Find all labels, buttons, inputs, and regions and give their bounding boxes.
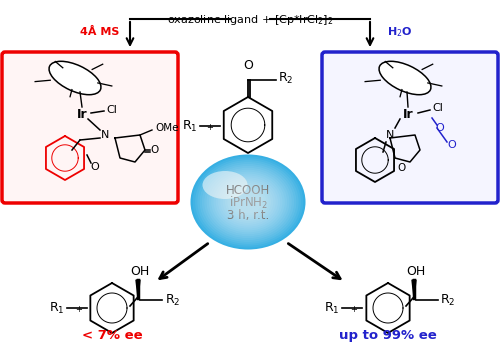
Text: Cl: Cl <box>432 103 444 113</box>
Text: O: O <box>436 123 444 133</box>
Ellipse shape <box>209 170 287 234</box>
Ellipse shape <box>195 158 301 246</box>
Text: O: O <box>398 163 406 173</box>
Ellipse shape <box>206 168 290 236</box>
Text: O: O <box>243 59 253 72</box>
Ellipse shape <box>202 171 248 199</box>
Text: OMe: OMe <box>155 123 178 133</box>
Text: R$_1$: R$_1$ <box>182 118 198 134</box>
Ellipse shape <box>200 162 296 242</box>
Text: HCOOH: HCOOH <box>226 183 270 196</box>
FancyBboxPatch shape <box>322 52 498 203</box>
Text: +: + <box>76 304 82 314</box>
Ellipse shape <box>198 160 298 244</box>
Polygon shape <box>412 280 416 298</box>
Ellipse shape <box>379 61 431 95</box>
Text: O: O <box>448 140 456 150</box>
Text: Cl: Cl <box>106 105 118 115</box>
Text: O: O <box>150 145 158 155</box>
Ellipse shape <box>220 179 276 225</box>
Text: Ir: Ir <box>76 108 88 121</box>
Ellipse shape <box>190 154 306 250</box>
Ellipse shape <box>234 191 262 213</box>
Text: OH: OH <box>406 265 426 278</box>
Ellipse shape <box>230 187 266 217</box>
Text: O: O <box>90 162 100 172</box>
Text: iPrNH$_2$: iPrNH$_2$ <box>228 195 268 211</box>
Text: 3 h, r.t.: 3 h, r.t. <box>227 210 269 223</box>
Polygon shape <box>136 280 140 298</box>
Text: < 7% ee: < 7% ee <box>82 329 142 342</box>
Ellipse shape <box>218 177 278 227</box>
FancyBboxPatch shape <box>2 52 178 203</box>
Ellipse shape <box>190 154 306 250</box>
Ellipse shape <box>232 189 264 215</box>
Text: Ir: Ir <box>402 108 413 121</box>
Ellipse shape <box>225 183 271 221</box>
Text: oxazoline ligand + [Cp*IrCl$_2$]$_2$: oxazoline ligand + [Cp*IrCl$_2$]$_2$ <box>167 13 333 27</box>
Ellipse shape <box>228 185 268 219</box>
Text: R$_2$: R$_2$ <box>278 70 293 85</box>
Text: R$_2$: R$_2$ <box>440 293 456 308</box>
Ellipse shape <box>193 156 303 247</box>
Text: +: + <box>350 304 358 314</box>
Text: +: + <box>206 122 214 132</box>
Ellipse shape <box>216 175 280 229</box>
Ellipse shape <box>214 174 282 231</box>
Text: up to 99% ee: up to 99% ee <box>339 329 437 342</box>
Text: R$_2$: R$_2$ <box>165 293 180 308</box>
Text: R$_1$: R$_1$ <box>50 300 65 316</box>
Text: N: N <box>101 130 109 140</box>
Ellipse shape <box>222 181 274 223</box>
Text: N: N <box>386 130 394 140</box>
Text: H$_2$O: H$_2$O <box>387 25 413 39</box>
Ellipse shape <box>204 166 292 238</box>
Text: 4Å MS: 4Å MS <box>80 27 120 37</box>
Text: R$_1$: R$_1$ <box>324 300 340 316</box>
Text: OH: OH <box>130 265 150 278</box>
Ellipse shape <box>202 164 294 240</box>
Ellipse shape <box>49 61 101 95</box>
Ellipse shape <box>211 172 285 232</box>
